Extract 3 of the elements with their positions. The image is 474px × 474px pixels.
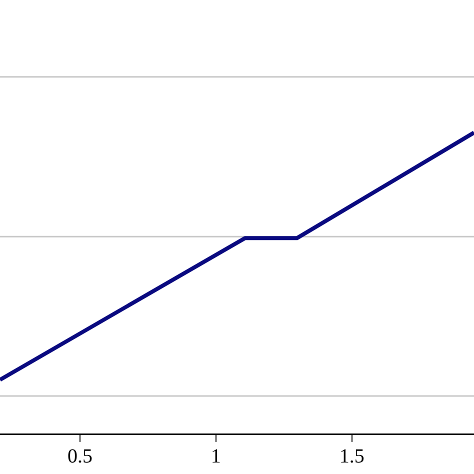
x-tick-label: 1: [210, 445, 221, 468]
x-tick-label: 1.5: [339, 445, 364, 468]
x-tick-label: 0.5: [67, 445, 92, 468]
